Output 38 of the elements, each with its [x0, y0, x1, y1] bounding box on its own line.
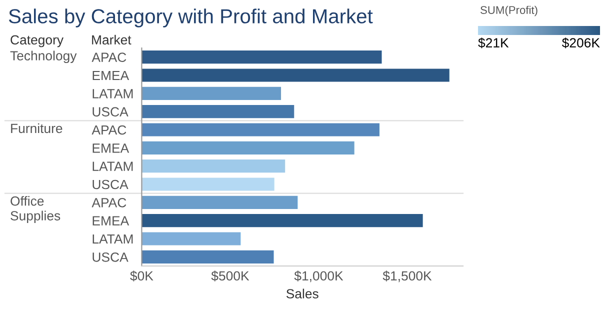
bar	[142, 232, 241, 246]
x-tick-label: $1,500K	[382, 270, 432, 282]
text: Technology	[10, 50, 77, 64]
y-tick-label: USCA	[92, 252, 128, 262]
color-bar-label: $21K	[478, 38, 509, 48]
bar	[142, 196, 298, 209]
bar	[142, 214, 423, 228]
y-tick-label: APAC	[92, 52, 126, 62]
x-tick-label: $1,000K	[294, 270, 344, 282]
y-tick-label: APAC	[92, 125, 126, 135]
color-bar-title: SUM(Profit)	[480, 6, 538, 16]
bar	[142, 123, 380, 136]
y-tick-label: LATAM	[92, 89, 133, 98]
bar	[142, 141, 354, 154]
y-tick-label: LATAM	[92, 234, 133, 244]
y-tick-label: APAC	[92, 198, 126, 208]
bar	[142, 50, 382, 64]
bar	[142, 86, 282, 100]
text: Office Supplies	[10, 196, 60, 224]
x-tick-label: $0K	[130, 270, 154, 282]
text: Category	[10, 35, 64, 48]
x-tick-label: $500K	[211, 270, 250, 282]
bar	[142, 105, 294, 118]
chart-title: Sales by Category with Profit and Market	[8, 8, 373, 28]
x-axis-title: Sales	[286, 288, 318, 298]
text: Furniture	[11, 123, 62, 134]
y-axis-title: Market	[92, 34, 132, 45]
y-tick-label: EMEA	[92, 70, 130, 80]
y-tick-label: LATAM	[92, 162, 133, 171]
bar	[142, 178, 274, 191]
y-tick-label: USCA	[92, 107, 128, 116]
bar	[142, 250, 274, 264]
bar	[142, 160, 286, 173]
color-bar-label: $206K	[562, 38, 600, 48]
y-tick-label: EMEA	[92, 144, 130, 153]
bar	[142, 68, 450, 82]
y-tick-label: USCA	[92, 180, 128, 190]
y-tick-label: EMEA	[92, 216, 130, 226]
